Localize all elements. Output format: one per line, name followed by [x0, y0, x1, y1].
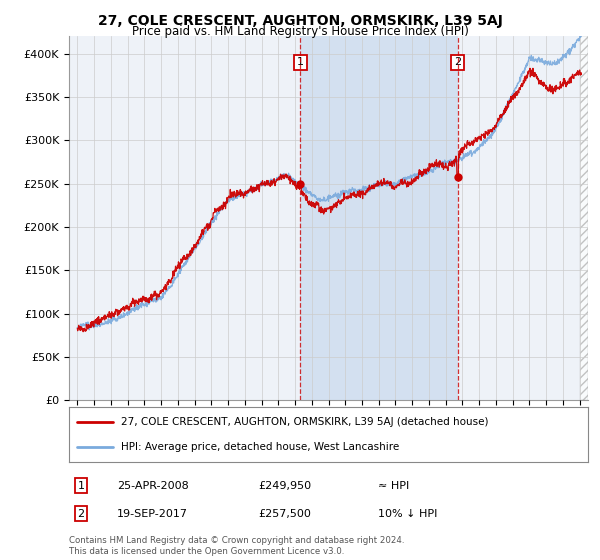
Text: Contains HM Land Registry data © Crown copyright and database right 2024.: Contains HM Land Registry data © Crown c…	[69, 536, 404, 545]
Text: 2: 2	[77, 508, 85, 519]
Text: This data is licensed under the Open Government Licence v3.0.: This data is licensed under the Open Gov…	[69, 547, 344, 556]
Bar	[580, 36, 588, 400]
Text: HPI: Average price, detached house, West Lancashire: HPI: Average price, detached house, West…	[121, 442, 399, 452]
Text: 1: 1	[77, 480, 85, 491]
Text: £257,500: £257,500	[258, 508, 311, 519]
Text: 25-APR-2008: 25-APR-2008	[117, 480, 189, 491]
Text: 1: 1	[297, 58, 304, 67]
Text: 10% ↓ HPI: 10% ↓ HPI	[378, 508, 437, 519]
Text: Price paid vs. HM Land Registry's House Price Index (HPI): Price paid vs. HM Land Registry's House …	[131, 25, 469, 38]
Text: 19-SEP-2017: 19-SEP-2017	[117, 508, 188, 519]
Text: 2: 2	[454, 58, 461, 67]
Text: £249,950: £249,950	[258, 480, 311, 491]
Text: 27, COLE CRESCENT, AUGHTON, ORMSKIRK, L39 5AJ: 27, COLE CRESCENT, AUGHTON, ORMSKIRK, L3…	[98, 14, 502, 28]
Text: 27, COLE CRESCENT, AUGHTON, ORMSKIRK, L39 5AJ (detached house): 27, COLE CRESCENT, AUGHTON, ORMSKIRK, L3…	[121, 417, 488, 427]
Text: ≈ HPI: ≈ HPI	[378, 480, 409, 491]
Bar	[301, 36, 458, 400]
